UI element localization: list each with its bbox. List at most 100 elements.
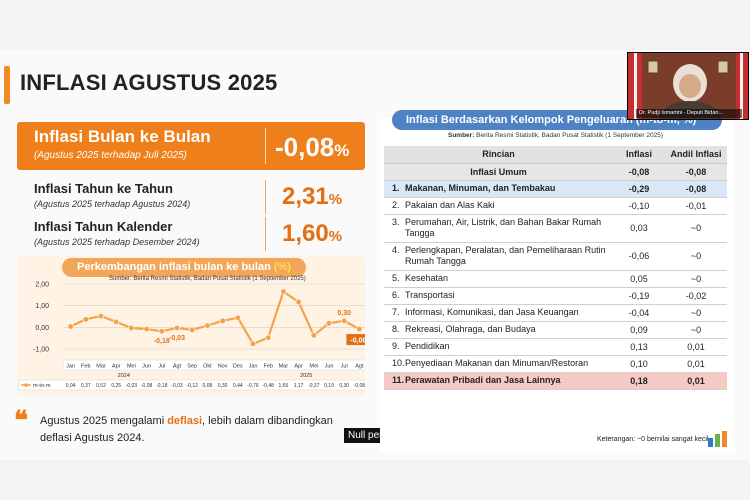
summary-highlight: deflasi (167, 415, 203, 427)
table-row-umum: Inflasi Umum -0,08 -0,08 (384, 163, 727, 181)
table-row: 3. Perumahan, Air, Listrik, dan Bahan Bak… (384, 214, 727, 243)
row-andil: ~0 (665, 242, 727, 271)
row-inflasi: 0,05 (613, 270, 665, 288)
value-table-cell: 1,17 (294, 383, 304, 389)
row-number: 8. (392, 324, 400, 334)
mom-inflation-box: Inflasi Bulan ke Bulan (Agustus 2025 ter… (17, 122, 365, 170)
row-number: 11. (392, 375, 405, 385)
row-rincian: 10. Penyediaan Makanan dan Minuman/Restor… (384, 355, 613, 373)
value-table-cell: -0,48 (262, 383, 274, 389)
table-row: 4. Perlengkapan, Peralatan, dan Pemelihar… (384, 242, 727, 271)
expenditure-group-table: Rincian Inflasi Andil Inflasi Inflasi Um… (384, 146, 727, 390)
value-table-cell: -0,08 (354, 383, 365, 389)
row-label: Pendidikan (405, 341, 450, 351)
chart-source: Sumber: Berita Resmi Statistik, Badan Pu… (109, 276, 306, 282)
row-rincian: 5. Kesehatan (384, 270, 613, 288)
year-label-2025: 2025 (300, 373, 312, 379)
data-point (82, 316, 89, 323)
title-accent-bar (4, 66, 10, 104)
y-tick-label: 2,00 (35, 282, 49, 289)
table-row: 9. Pendidikan 0,13 0,01 (384, 338, 727, 356)
chart-panel (17, 256, 365, 396)
row-inflasi: 0,13 (613, 338, 665, 356)
table-row: 6. Transportasi -0,19 -0,02 (384, 287, 727, 305)
value-table-cell: 0,44 (233, 383, 243, 389)
row-inflasi: -0,06 (613, 242, 665, 271)
data-point (113, 318, 120, 326)
table-row: 8. Rekreasi, Olahraga, dan Budaya 0,09 ~0 (384, 321, 727, 339)
row-inflasi: 0,10 (613, 355, 665, 373)
chart-title: Perkembangan inflasi bulan ke bulan (%) (62, 258, 306, 277)
ytd-value: 1,60% (282, 220, 343, 247)
value-table-cell: 0,30 (339, 383, 349, 389)
table-row: 7. Informasi, Komunikasi, dan Jasa Keuang… (384, 304, 727, 322)
year-label-2024: 2024 (118, 373, 130, 379)
y-tick-label: -1,00 (33, 347, 49, 354)
row-number: 6. (392, 290, 400, 300)
bps-logo-icon (708, 431, 727, 447)
row-number: 1. (392, 183, 400, 193)
x-tick-label: Sep (187, 364, 197, 370)
value-table-cell: -0,03 (126, 383, 138, 389)
value-table-cell: -0,12 (186, 383, 198, 389)
row-label: Rekreasi, Olahraga, dan Budaya (405, 324, 536, 334)
row-rincian: 6. Transportasi (384, 287, 613, 305)
x-tick-label: Agt (173, 364, 182, 370)
row-label: Perumahan, Air, Listrik, dan Bahan Bakar… (405, 217, 602, 238)
yoy-value: 2,31% (282, 183, 343, 210)
value-table-cell: -0,18 (156, 383, 168, 389)
value-row-bg (18, 379, 365, 391)
mom-subtitle: (Agustus 2025 terhadap Juli 2025) (34, 150, 187, 161)
legend-label: m-to-m (33, 383, 51, 389)
x-tick-label: Mei (127, 364, 136, 370)
x-tick-label: Jun (325, 364, 334, 370)
value-table-cell: 0,08 (203, 383, 213, 389)
value-table-cell: 0,30 (218, 383, 228, 389)
data-point (173, 324, 181, 332)
value-table-cell: -0,76 (247, 383, 259, 389)
mtm-line-chart: Sumber: Berita Resmi Statistik, Badan Pu… (18, 276, 365, 391)
data-point (325, 320, 333, 327)
data-point (128, 324, 135, 332)
row-label: Makanan, Minuman, dan Tembakau (405, 183, 556, 193)
yoy-title: Inflasi Tahun ke Tahun (34, 181, 173, 196)
row-label: Kesehatan (405, 273, 449, 283)
row-andil: ~0 (665, 270, 727, 288)
data-point (310, 332, 317, 339)
table-header-row: Rincian Inflasi Andil Inflasi (384, 146, 727, 164)
y-tick-label: 1,00 (35, 303, 49, 310)
data-point (356, 325, 363, 333)
data-point (234, 314, 241, 321)
row-inflasi: 0,18 (613, 372, 665, 390)
value-table-cell: -0,08 (141, 383, 153, 389)
value-table-cell: 0,19 (324, 383, 334, 389)
row-rincian: 1. Makanan, Minuman, dan Tembakau (384, 180, 613, 198)
row-rincian: 7. Informasi, Komunikasi, dan Jasa Keuang… (384, 304, 613, 322)
row-andil: -0,08 (665, 180, 727, 198)
x-tick-label: Mar (96, 364, 106, 370)
row-rincian: 2. Pakaian dan Alas Kaki (384, 197, 613, 215)
row-inflasi: 0,09 (613, 321, 665, 339)
ytd-divider (265, 217, 266, 251)
row-label: Perlengkapan, Peralatan, dan Pemeliharaa… (405, 245, 606, 266)
value-table-cell: -0,03 (171, 383, 183, 389)
webcam-thumbnail[interactable]: Dr. Pudji Ismartini - Deputi Bidan... (627, 52, 749, 120)
x-tick-label: Feb (81, 364, 90, 370)
table-source: Sumber: Berita Resmi Statistik, Badan Pu… (448, 132, 663, 139)
mom-title: Inflasi Bulan ke Bulan (34, 127, 211, 146)
value-table-cell: 0,04 (66, 383, 76, 389)
header-rincian: Rincian (384, 146, 613, 164)
data-point (143, 325, 150, 333)
row-number: 4. (392, 245, 400, 255)
table-row: 5. Kesehatan 0,05 ~0 (384, 270, 727, 288)
row-label: Perawatan Pribadi dan Jasa Lainnya (405, 375, 561, 385)
x-tick-label: Jan (249, 364, 258, 370)
row-andil: ~0 (665, 321, 727, 339)
data-point (97, 312, 105, 320)
row-label: Pakaian dan Alas Kaki (405, 200, 495, 210)
ytd-title: Inflasi Tahun Kalender (34, 219, 173, 234)
x-tick-label: Apr (112, 364, 121, 370)
header-inflasi: Inflasi (613, 146, 665, 164)
row-rincian: 4. Perlengkapan, Peralatan, dan Pemelihar… (384, 242, 613, 271)
